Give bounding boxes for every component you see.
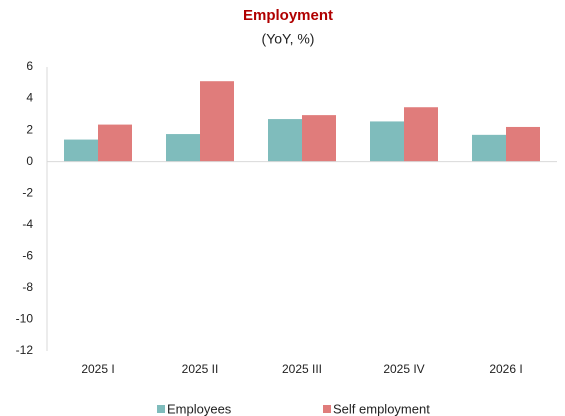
bar (64, 139, 98, 162)
legend-swatch (157, 405, 165, 413)
y-tick-label: -2 (22, 185, 33, 199)
bar (166, 134, 200, 162)
x-tick-label: 2025 II (182, 362, 219, 376)
bar (302, 115, 336, 162)
legend-label: Employees (167, 401, 232, 416)
y-tick-label: -4 (22, 217, 33, 231)
x-tick-label: 2025 I (81, 362, 114, 376)
bar (370, 121, 404, 162)
legend-swatch (323, 405, 331, 413)
y-tick-label: 2 (26, 122, 33, 136)
y-tick-label: -8 (22, 280, 33, 294)
bar (506, 126, 540, 162)
y-tick-label: 4 (26, 91, 33, 105)
bar (98, 124, 132, 162)
y-tick-label: 6 (26, 59, 33, 73)
chart-subtitle: (YoY, %) (262, 31, 315, 47)
chart-title: Employment (243, 7, 333, 24)
x-tick-label: 2026 I (489, 362, 522, 376)
bar (268, 119, 302, 162)
legend-label: Self employment (333, 401, 430, 416)
y-tick-label: 0 (26, 154, 33, 168)
y-tick-label: -12 (16, 343, 34, 357)
bar (200, 81, 234, 162)
x-tick-label: 2025 IV (383, 362, 424, 376)
x-tick-label: 2025 III (282, 362, 322, 376)
bar (404, 107, 438, 162)
y-tick-label: -10 (16, 312, 34, 326)
y-tick-label: -6 (22, 249, 33, 263)
bar (472, 134, 506, 162)
